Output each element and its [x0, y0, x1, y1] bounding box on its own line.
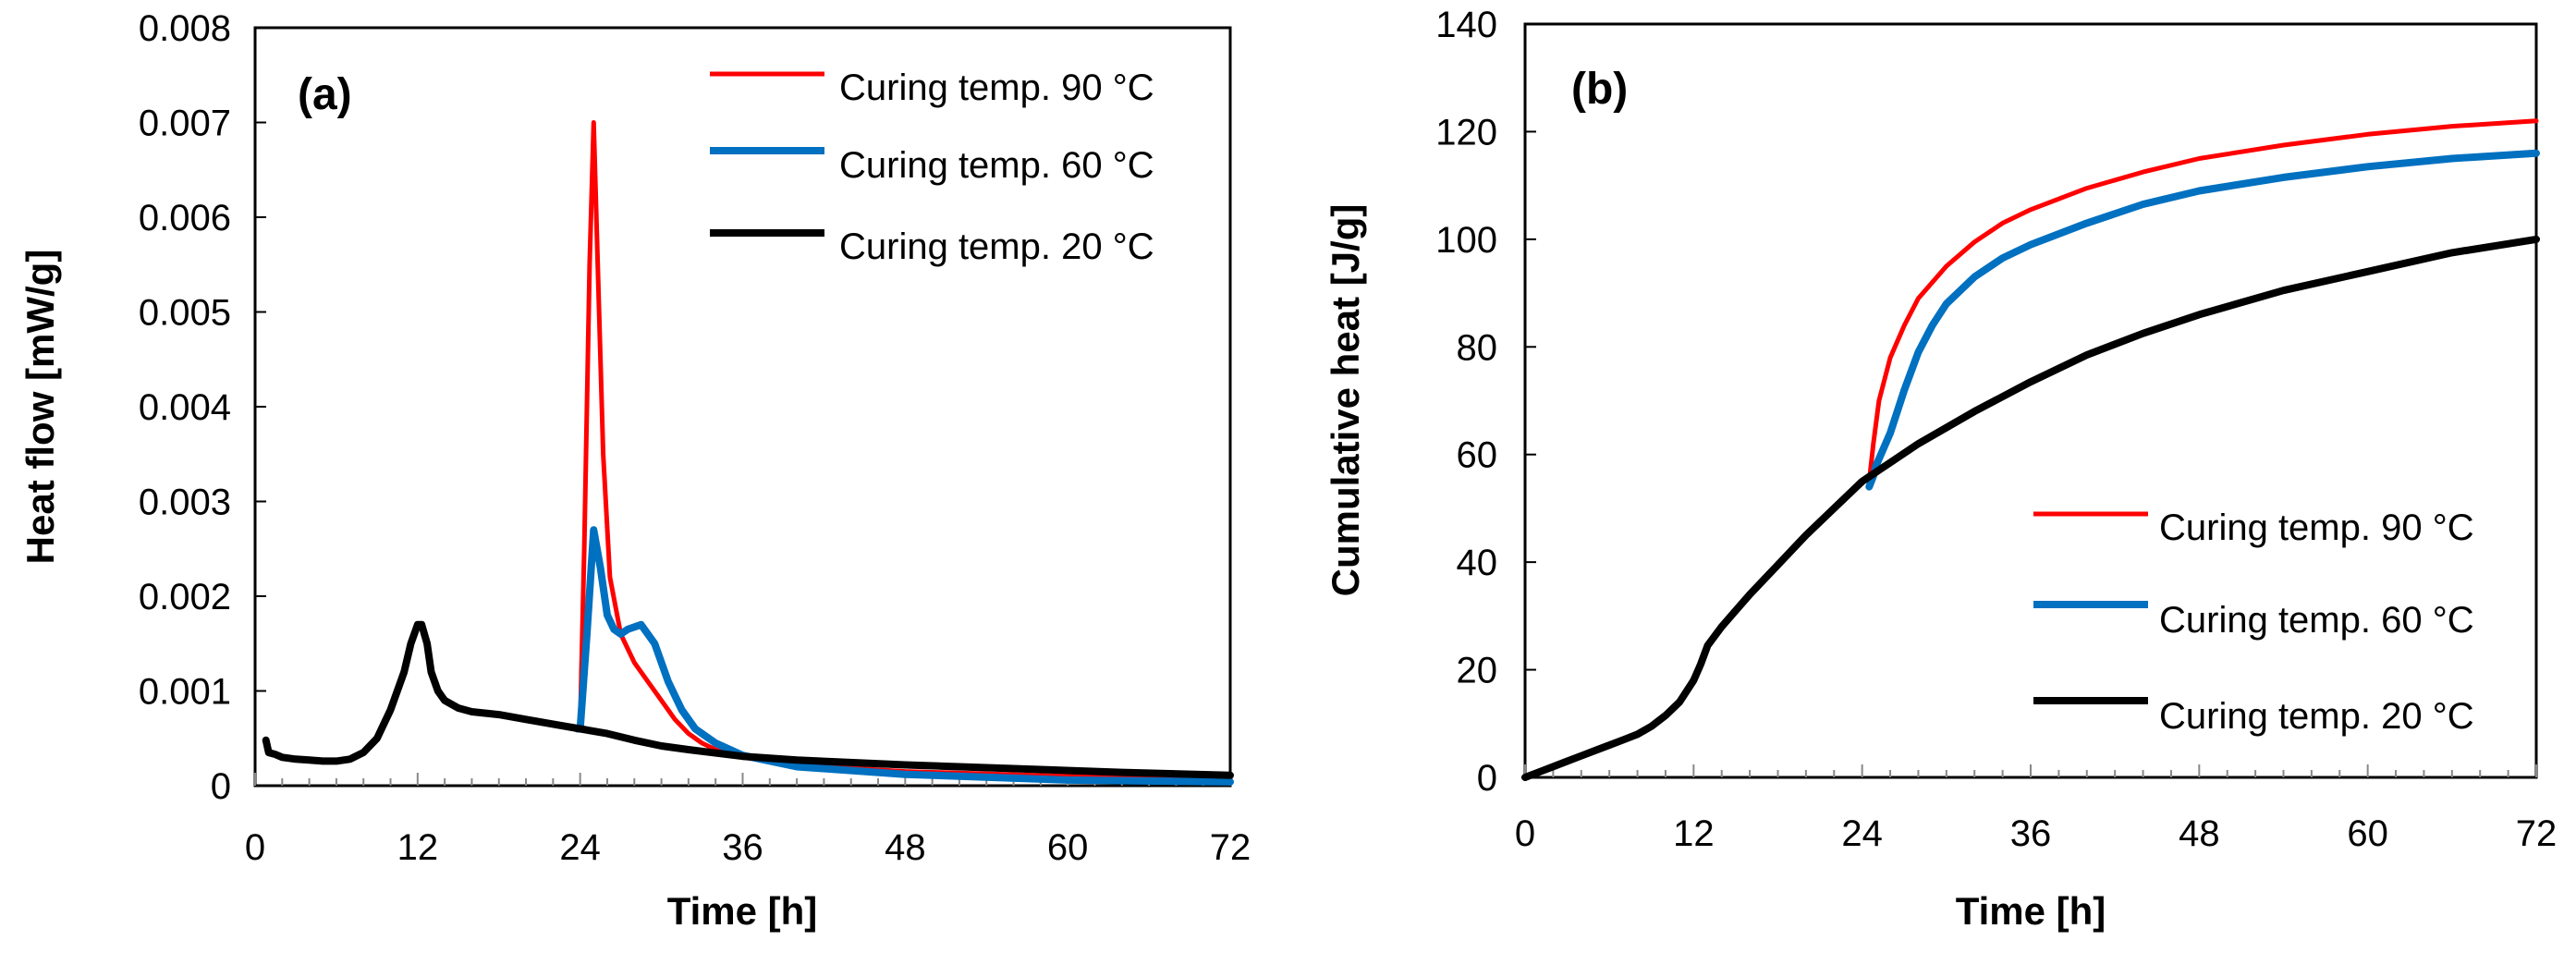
y-tick-label: 0.007 — [139, 104, 231, 144]
panel-b-plot-frame — [1523, 22, 2538, 779]
x-tick-label: 72 — [1210, 827, 1251, 868]
series-line-s60 — [573, 526, 1234, 786]
y-tick-label: 0.001 — [139, 672, 231, 713]
y-tick-label: 0.008 — [139, 8, 231, 49]
x-tick-label: 48 — [2179, 813, 2220, 854]
series-line-s90 — [578, 120, 1233, 781]
x-tick-label: 48 — [885, 827, 926, 868]
y-tick-label: 0.002 — [139, 577, 231, 617]
panel-b-y-ticks: 0 20 40 60 80 100 120 140 — [1435, 5, 1536, 799]
x-tick-label: 0 — [1515, 813, 1535, 854]
panel-a-label: (a) — [298, 70, 352, 119]
y-tick-label: 140 — [1435, 5, 1497, 45]
x-tick-label: 24 — [1841, 813, 1883, 854]
x-tick-label: 24 — [559, 827, 601, 868]
y-tick-label: 100 — [1435, 220, 1497, 261]
panel-a-y-axis-title: Heat flow [mW/g] — [18, 250, 62, 565]
series-line-s90 — [1866, 118, 2539, 484]
y-tick-label: 20 — [1457, 651, 1498, 691]
x-tick-label: 36 — [722, 827, 763, 868]
panel-b: 0 20 40 60 80 100 120 140 0 12 24 36 48 60 72 (b) Cur… — [1324, 5, 2557, 933]
panel-b-x-axis-title: Time [h] — [1956, 889, 2106, 933]
y-tick-label: 120 — [1435, 112, 1497, 153]
legend-label-60: Curing temp. 60 °C — [839, 145, 1154, 186]
y-tick-label: 0 — [211, 766, 231, 807]
x-tick-label: 36 — [2010, 813, 2052, 854]
y-tick-label: 0.005 — [139, 293, 231, 334]
panel-b-label: (b) — [1571, 65, 1628, 114]
series-line-s60 — [1865, 149, 2540, 491]
x-tick-label: 0 — [245, 827, 265, 868]
panel-b-y-axis-title: Cumulative heat [J/g] — [1324, 204, 1367, 597]
x-tick-label: 12 — [1673, 813, 1715, 854]
panel-a-x-ticks: 0 12 24 36 48 60 72 — [245, 773, 1251, 868]
x-tick-label: 60 — [1047, 827, 1089, 868]
panel-b-x-ticks: 0 12 24 36 48 60 72 — [1515, 764, 2557, 854]
legend-label-20: Curing temp. 20 °C — [839, 226, 1154, 267]
panel-b-series — [1521, 118, 2540, 781]
panel-a-legend: Curing temp. 90 °C Curing temp. 60 °C Cu… — [710, 67, 1154, 267]
panel-a-x-axis-title: Time [h] — [667, 889, 818, 933]
y-tick-label: 80 — [1457, 327, 1498, 368]
x-tick-label: 72 — [2516, 813, 2558, 854]
series-line-s20 — [1521, 235, 2540, 781]
legend-label-20: Curing temp. 20 °C — [2159, 696, 2474, 737]
x-tick-label: 60 — [2347, 813, 2388, 854]
y-tick-label: 40 — [1457, 543, 1498, 583]
legend-label-90: Curing temp. 90 °C — [2159, 507, 2474, 548]
y-tick-label: 0.003 — [139, 483, 231, 523]
panel-a-series — [262, 120, 1234, 786]
legend-label-90: Curing temp. 90 °C — [839, 67, 1154, 108]
y-tick-label: 0 — [1477, 758, 1497, 799]
y-tick-label: 0.004 — [139, 387, 231, 428]
legend-label-60: Curing temp. 60 °C — [2159, 600, 2474, 641]
panel-b-legend: Curing temp. 90 °C Curing temp. 60 °C Cu… — [2033, 507, 2474, 737]
y-tick-label: 0.006 — [139, 198, 231, 238]
panel-a: 0 0.001 0.002 0.003 0.004 0.005 0.006 0.007 0.00… — [18, 8, 1251, 933]
y-tick-label: 60 — [1457, 435, 1498, 476]
x-tick-label: 12 — [397, 827, 439, 868]
panel-a-y-ticks: 0 0.001 0.002 0.003 0.004 0.005 0.006 0.007 0.00… — [139, 8, 266, 807]
series-line-s20 — [262, 620, 1234, 779]
